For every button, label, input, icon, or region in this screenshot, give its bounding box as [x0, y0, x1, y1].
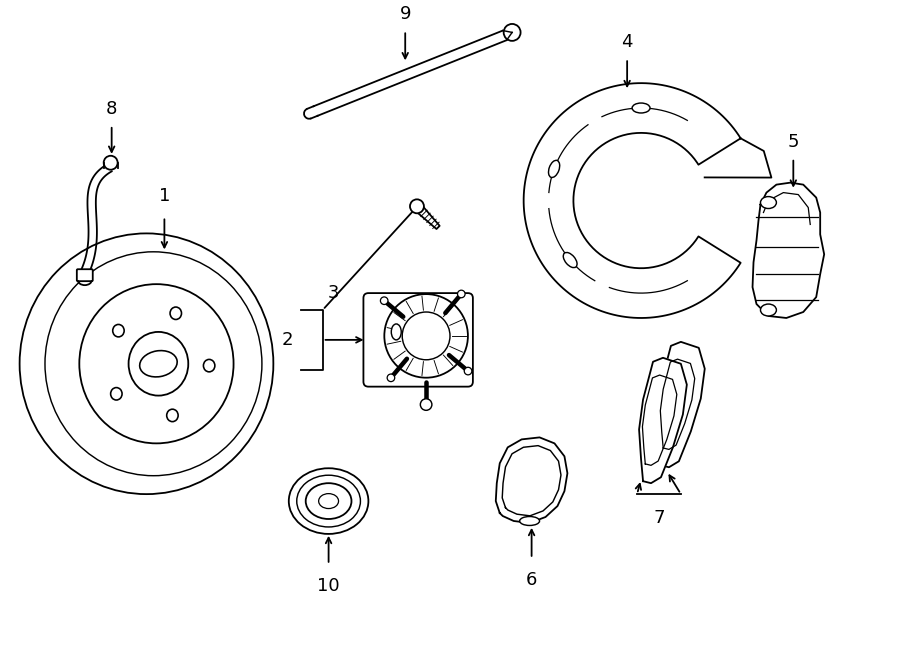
- Ellipse shape: [289, 468, 368, 534]
- Ellipse shape: [166, 409, 178, 422]
- Ellipse shape: [519, 516, 540, 525]
- Circle shape: [387, 374, 395, 381]
- Text: 5: 5: [788, 133, 799, 151]
- Ellipse shape: [760, 196, 777, 208]
- Text: 4: 4: [621, 33, 633, 52]
- Ellipse shape: [170, 307, 182, 319]
- Circle shape: [381, 297, 388, 305]
- Text: 7: 7: [653, 509, 665, 527]
- Ellipse shape: [632, 103, 650, 113]
- Circle shape: [457, 290, 465, 297]
- Text: 2: 2: [282, 331, 292, 349]
- Ellipse shape: [392, 324, 401, 340]
- Circle shape: [410, 200, 424, 214]
- Text: 3: 3: [328, 284, 339, 302]
- Ellipse shape: [306, 483, 352, 519]
- Ellipse shape: [548, 161, 560, 178]
- Text: 10: 10: [318, 576, 340, 595]
- Circle shape: [464, 368, 472, 375]
- Circle shape: [384, 294, 468, 377]
- Circle shape: [402, 312, 450, 360]
- Circle shape: [420, 399, 432, 410]
- Polygon shape: [496, 438, 567, 523]
- Text: 1: 1: [158, 186, 170, 204]
- Polygon shape: [657, 342, 705, 467]
- Ellipse shape: [112, 325, 124, 337]
- Polygon shape: [639, 358, 687, 483]
- Ellipse shape: [563, 253, 577, 268]
- FancyBboxPatch shape: [364, 293, 472, 387]
- Ellipse shape: [297, 475, 360, 527]
- Circle shape: [104, 156, 118, 170]
- Circle shape: [504, 24, 520, 41]
- Polygon shape: [502, 446, 561, 516]
- Text: 6: 6: [526, 570, 537, 589]
- Ellipse shape: [203, 360, 215, 372]
- FancyBboxPatch shape: [76, 269, 93, 281]
- Ellipse shape: [760, 304, 777, 316]
- Polygon shape: [414, 203, 439, 229]
- Text: 8: 8: [106, 100, 117, 118]
- Polygon shape: [524, 83, 741, 318]
- Ellipse shape: [319, 494, 338, 508]
- Text: 9: 9: [400, 5, 411, 23]
- Ellipse shape: [129, 332, 188, 395]
- Polygon shape: [752, 182, 824, 318]
- Ellipse shape: [20, 233, 274, 494]
- Ellipse shape: [111, 387, 122, 400]
